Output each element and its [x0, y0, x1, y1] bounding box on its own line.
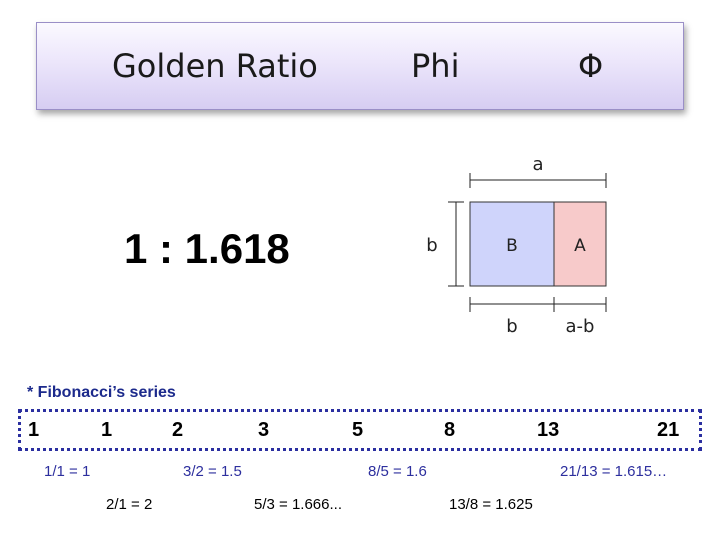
- box-a-label: A: [574, 236, 586, 256]
- fibonacci-number: 3: [258, 419, 270, 441]
- box-b-label: B: [506, 236, 518, 256]
- quotient-1-1: 1/1 = 1: [44, 463, 91, 480]
- fibonacci-number: 13: [537, 419, 560, 441]
- quotient-21-13: 21/13 = 1.615…: [560, 463, 668, 480]
- title-phi-symbol: Φ: [578, 47, 604, 85]
- golden-rectangle-diagram: a b B A b a-b: [426, 154, 607, 337]
- fibonacci-number: 21: [657, 419, 680, 441]
- label-b-left: b: [426, 235, 437, 256]
- fibonacci-label: * Fibonacci’s series: [27, 384, 176, 401]
- ratio-value: 1 : 1.618: [124, 225, 290, 272]
- fibonacci-series-box: [18, 409, 702, 451]
- quotient-3-2: 3/2 = 1.5: [183, 463, 242, 480]
- box-a: [553, 201, 607, 287]
- label-a-minus-b-bottom: a-b: [566, 316, 595, 337]
- fibonacci-number: 8: [444, 419, 456, 441]
- quotient-5-3: 5/3 = 1.666...: [254, 496, 342, 513]
- label-a-top: a: [532, 154, 543, 175]
- quotient-8-5: 8/5 = 1.6: [368, 463, 427, 480]
- fibonacci-number: 1: [28, 419, 40, 441]
- title-phi: Phi: [411, 47, 460, 85]
- fibonacci-number: 5: [352, 419, 364, 441]
- fibonacci-number: 2: [172, 419, 184, 441]
- label-b-bottom: b: [506, 316, 517, 337]
- title-golden-ratio: Golden Ratio: [112, 47, 318, 85]
- title-banner: [36, 22, 684, 110]
- quotient-2-1: 2/1 = 2: [106, 496, 153, 513]
- fibonacci-number: 1: [101, 419, 113, 441]
- quotient-13-8: 13/8 = 1.625: [449, 496, 533, 513]
